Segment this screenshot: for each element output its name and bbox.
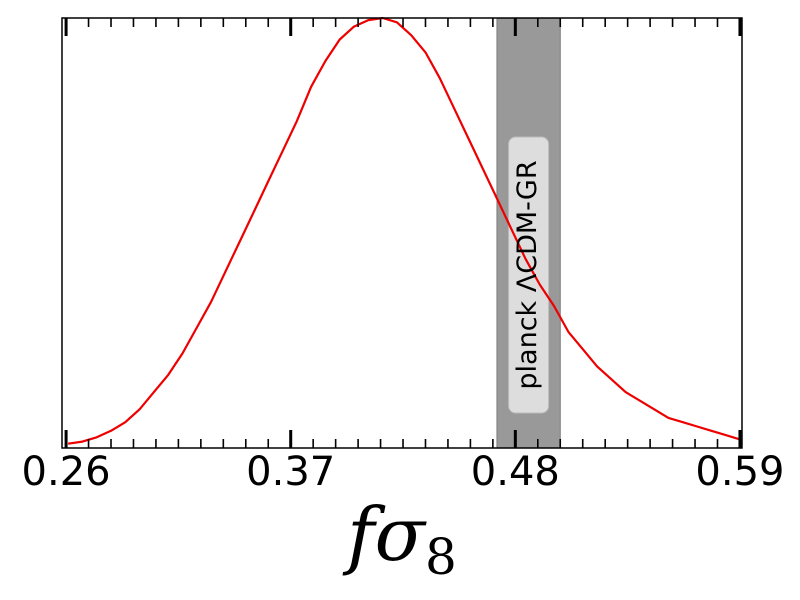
- x-axis-label-subscript: 8: [425, 528, 457, 586]
- planck-band-label-box: [508, 136, 550, 414]
- planck-band-label: planck ΛCDM-GR: [512, 160, 543, 389]
- x-tick-label: 0.48: [471, 449, 560, 495]
- tick-label-layer: 0.26 0.37 0.48 0.59: [22, 449, 785, 495]
- x-axis-label: fσ8: [342, 492, 457, 586]
- x-tick-label: 0.59: [695, 449, 784, 495]
- x-tick-label: 0.37: [246, 449, 335, 495]
- tick-layer: [64, 18, 742, 448]
- planck-band-layer: [496, 17, 561, 449]
- label-layer: fσ8: [342, 492, 457, 586]
- x-axis-label-main: fσ: [342, 492, 427, 578]
- x-tick-label: 0.26: [22, 449, 111, 495]
- plot-frame: [61, 17, 743, 449]
- series-line-0: [67, 16, 741, 445]
- curve-layer: planck ΛCDM-GR: [67, 16, 741, 445]
